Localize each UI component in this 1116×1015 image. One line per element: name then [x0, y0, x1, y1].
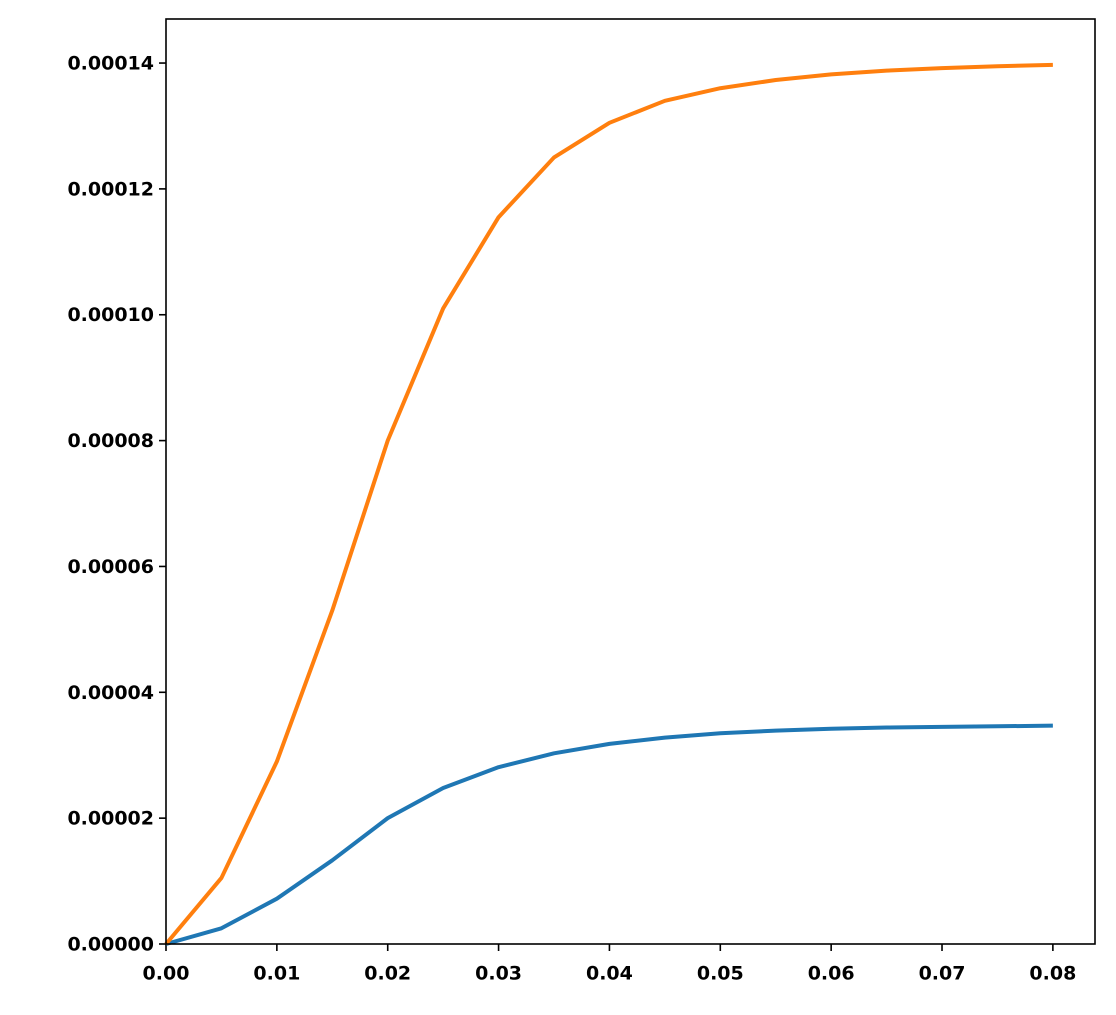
series-line [164, 62, 1053, 946]
y-tick-label: 0.00006 [67, 556, 154, 578]
y-tick-label: 0.00008 [67, 430, 154, 452]
y-tick-label: 0.00010 [67, 304, 154, 326]
plot-frame [165, 18, 1096, 945]
x-tick-label: 0.08 [1029, 963, 1076, 985]
y-tick-label: 0.00004 [67, 682, 154, 704]
x-tick-label: 0.07 [919, 963, 966, 985]
y-tick-label: 0.00012 [67, 178, 154, 200]
y-tick-label: 0.00000 [67, 934, 154, 956]
series-line [165, 723, 1053, 946]
x-tick-label: 0.01 [253, 963, 300, 985]
y-tick-label: 0.00014 [67, 53, 154, 75]
x-tick-label: 0.02 [364, 963, 411, 985]
x-tick-label: 0.05 [697, 963, 744, 985]
x-tick-label: 0.03 [475, 963, 522, 985]
x-tick-label: 0.00 [143, 963, 190, 985]
x-tick-label: 0.06 [808, 963, 855, 985]
y-tick-label: 0.00002 [67, 808, 154, 830]
x-tick-label: 0.04 [586, 963, 633, 985]
